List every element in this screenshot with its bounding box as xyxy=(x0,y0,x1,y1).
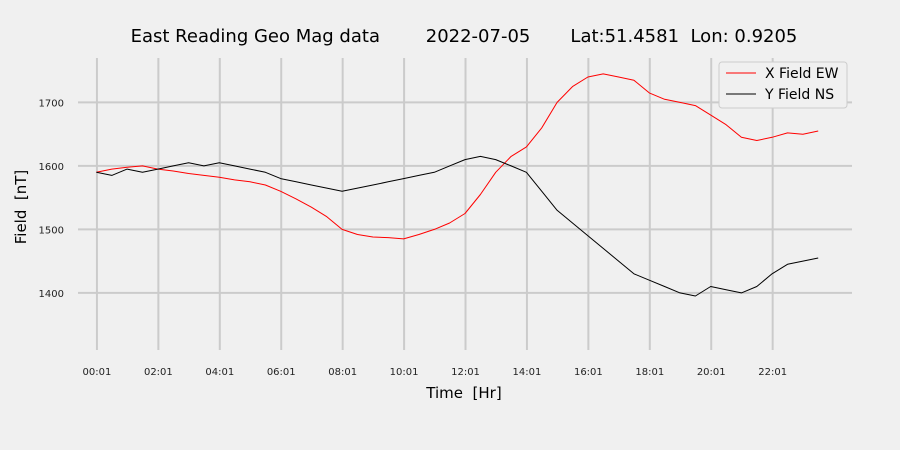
x-tick-label: 12:01 xyxy=(451,367,480,378)
legend: X Field EW Y Field NS xyxy=(718,61,848,109)
grid xyxy=(78,58,852,350)
series-line-y-field-ns xyxy=(96,155,819,297)
x-tick-label: 02:01 xyxy=(144,367,173,378)
x-tick-label: 20:01 xyxy=(697,367,726,378)
x-tick-label: 14:01 xyxy=(513,367,542,378)
x-tick-label: 10:01 xyxy=(390,367,419,378)
y-tick-label: 1500 xyxy=(39,225,64,236)
x-tick-label: 04:01 xyxy=(205,367,234,378)
x-axis-label: Time [Hr] xyxy=(425,384,501,402)
y-tick-label: 1600 xyxy=(39,162,64,173)
y-tick-label: 1700 xyxy=(39,98,64,109)
chart-title: East Reading Geo Mag data 2022-07-05 Lat… xyxy=(131,26,798,47)
x-tick-label: 08:01 xyxy=(328,367,357,378)
x-tick-label: 06:01 xyxy=(267,367,296,378)
y-axis-label: Field [nT] xyxy=(12,170,30,245)
y-tick-labels: 1400 1500 1600 1700 xyxy=(39,98,64,299)
series-line-x-field-ew xyxy=(96,73,819,240)
x-tick-label: 00:01 xyxy=(83,367,112,378)
y-tick-label: 1400 xyxy=(39,289,64,300)
x-tick-label: 16:01 xyxy=(574,367,603,378)
series-layer xyxy=(96,73,819,297)
x-tick-label: 18:01 xyxy=(635,367,664,378)
x-tick-labels: 00:01 02:01 04:01 06:01 08:01 10:01 12:01 14:01… xyxy=(83,367,788,378)
legend-label-y-field: Y Field NS xyxy=(764,87,834,103)
x-tick-label: 22:01 xyxy=(758,367,787,378)
legend-label-x-field: X Field EW xyxy=(765,66,839,82)
